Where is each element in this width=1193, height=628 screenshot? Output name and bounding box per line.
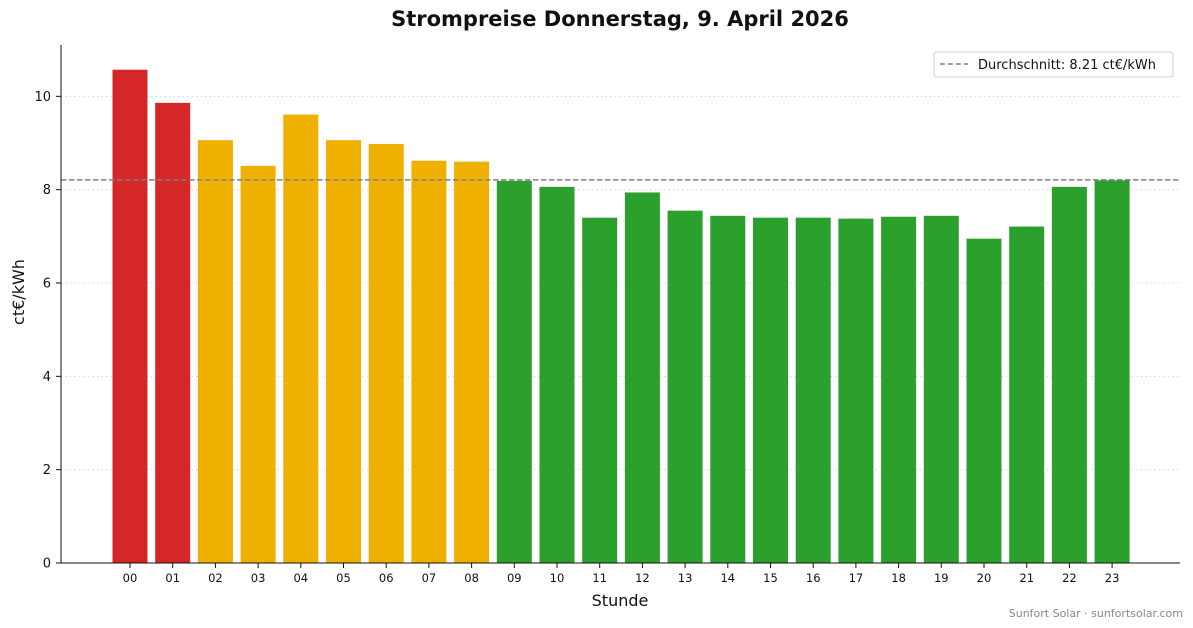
x-tick-label: 20 <box>977 571 992 585</box>
legend-label: Durchschnitt: 8.21 ct€/kWh <box>978 58 1156 73</box>
y-tick-label: 10 <box>34 90 51 105</box>
x-tick-label: 06 <box>379 571 394 585</box>
x-tick-label: 02 <box>208 571 223 585</box>
x-tick-label: 23 <box>1105 571 1120 585</box>
bar <box>454 161 490 563</box>
x-tick-label: 05 <box>336 571 351 585</box>
bar <box>240 165 276 563</box>
bar <box>710 215 746 564</box>
y-ticks: 0 2 4 6 8 10 <box>34 90 61 572</box>
x-tick-label: 12 <box>635 571 650 585</box>
x-tick-label: 18 <box>891 571 906 585</box>
chart-title: Strompreise Donnerstag, 9. April 2026 <box>391 7 849 31</box>
legend: Durchschnitt: 8.21 ct€/kWh <box>933 51 1174 78</box>
bar <box>411 160 447 563</box>
bar <box>1009 226 1045 564</box>
x-tick-label: 13 <box>678 571 693 585</box>
y-tick-label: 2 <box>43 463 51 478</box>
bar <box>326 140 361 563</box>
bar <box>966 238 1002 563</box>
x-tick-label: 21 <box>1019 571 1034 585</box>
y-tick-label: 8 <box>43 183 51 198</box>
bar <box>582 217 618 563</box>
x-axis-label: Stunde <box>592 591 649 610</box>
x-tick-label: 07 <box>422 571 437 585</box>
x-tick-label: 01 <box>165 571 180 585</box>
x-tick-label: 04 <box>293 571 308 585</box>
bar <box>838 218 874 563</box>
x-tick-label: 10 <box>550 571 565 585</box>
bar <box>1051 186 1087 563</box>
bar <box>795 217 831 563</box>
x-tick-label: 15 <box>763 571 778 585</box>
x-tick-label: 17 <box>849 571 864 585</box>
x-tick-label: 00 <box>123 571 138 585</box>
bar <box>155 102 191 563</box>
bars <box>112 69 1130 564</box>
bar <box>753 217 788 563</box>
x-tick-label: 03 <box>251 571 266 585</box>
y-tick-label: 0 <box>43 557 51 572</box>
bar <box>667 210 703 563</box>
watermark: Sunfort Solar · sunfortsolar.com <box>1009 607 1183 620</box>
x-tick-label: 14 <box>720 571 735 585</box>
y-tick-label: 4 <box>43 370 51 385</box>
bar <box>881 216 917 563</box>
x-tick-label: 08 <box>464 571 479 585</box>
bar <box>283 114 319 564</box>
bar <box>112 69 148 563</box>
x-ticks: 00 01 02 03 04 05 06 07 08 09 10 11 12 13 14 15 16 17 18 19… <box>123 563 1120 585</box>
bar <box>1094 180 1130 564</box>
x-tick-label: 11 <box>592 571 607 585</box>
x-tick-label: 09 <box>507 571 522 585</box>
axes <box>60 45 1180 564</box>
y-tick-label: 6 <box>43 277 51 292</box>
x-tick-label: 22 <box>1062 571 1077 585</box>
bar <box>197 140 233 563</box>
y-axis-label: ct€/kWh <box>9 259 28 325</box>
legend-box <box>933 51 1174 78</box>
bar <box>496 180 532 564</box>
bar <box>624 192 660 563</box>
x-tick-label: 19 <box>934 571 949 585</box>
bar <box>923 215 959 564</box>
x-tick-label: 16 <box>806 571 821 585</box>
bar <box>539 186 575 563</box>
bar <box>368 143 404 563</box>
